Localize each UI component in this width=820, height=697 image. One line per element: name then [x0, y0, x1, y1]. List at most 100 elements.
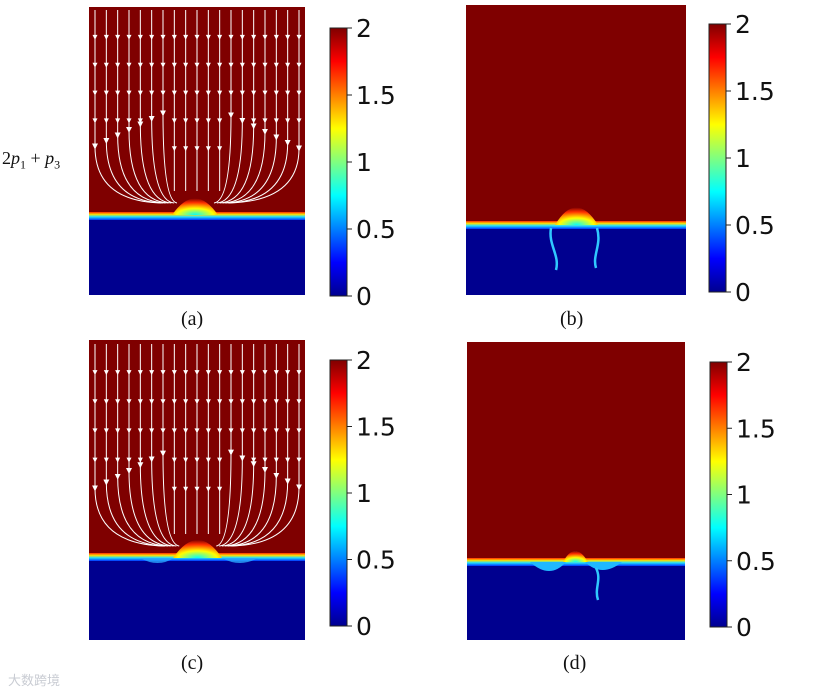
streamline-arrowhead — [126, 428, 132, 434]
finger — [549, 227, 559, 271]
streamline-arrowhead — [273, 62, 279, 68]
streamline-arrowhead — [251, 457, 257, 463]
streamline-arrowhead — [149, 34, 155, 40]
streamline-arrowhead — [115, 428, 121, 434]
streamline-arrowhead — [251, 62, 257, 68]
streamline-arrowhead — [126, 62, 132, 68]
streamline-arrowhead — [273, 399, 279, 405]
streamline-arrowhead — [228, 90, 234, 96]
streamline-arrowhead — [262, 428, 268, 434]
streamline-arrowhead — [183, 457, 189, 463]
panel-d — [467, 342, 685, 640]
streamline-arrowhead — [194, 486, 200, 492]
streamline-arrowhead — [194, 34, 200, 40]
streamline-arrowhead — [160, 34, 166, 40]
streamline-arrowhead — [273, 90, 279, 96]
streamline-arrowhead — [251, 370, 257, 376]
streamline-arrowhead — [115, 118, 121, 124]
streamline-arrowhead — [251, 90, 257, 96]
streamline-arrowhead — [205, 146, 211, 152]
streamline-arrowhead — [217, 399, 223, 405]
streamline-arrowhead — [194, 90, 200, 96]
streamline-arrowhead — [273, 118, 279, 124]
streamline — [230, 344, 291, 547]
streamline-arrowhead — [92, 62, 98, 68]
streamlines — [91, 344, 303, 547]
streamline-arrowhead — [183, 486, 189, 492]
colorbar-tick-label: 2 — [356, 14, 372, 43]
colorbar-tick-label: 1.5 — [356, 413, 396, 442]
streamline — [221, 344, 257, 547]
streamline-arrowhead — [183, 399, 189, 405]
streamline-arrowhead — [137, 370, 143, 376]
streamline-arrowhead — [92, 34, 98, 40]
streamline — [91, 10, 162, 204]
caption-c: (c) — [181, 652, 204, 674]
streamline-arrowhead — [251, 34, 257, 40]
streamline — [159, 10, 178, 204]
streamline-arrowhead — [149, 399, 155, 405]
panel-a — [89, 7, 305, 295]
streamline-arrowhead — [149, 90, 155, 96]
streamline-arrowhead — [239, 428, 245, 434]
colorbar-a — [329, 27, 348, 297]
streamline — [216, 10, 246, 204]
streamline-arrowhead — [160, 62, 166, 68]
streamline — [103, 10, 163, 204]
streamline-arrowhead — [137, 457, 143, 463]
streamline-arrowhead — [228, 34, 234, 40]
streamline-arrowhead — [205, 370, 211, 376]
streamline-arrowhead — [205, 34, 211, 40]
streamline-arrowhead — [183, 90, 189, 96]
streamline-arrowhead — [194, 399, 200, 405]
streamline-arrowhead — [285, 90, 291, 96]
caption-d: (d) — [563, 652, 587, 674]
streamline — [213, 10, 235, 204]
streamline-arrowhead — [115, 399, 121, 405]
colorbar-tick-label: 2 — [736, 348, 752, 377]
streamline-arrowhead — [171, 486, 177, 492]
streamline-arrowhead — [103, 428, 109, 434]
streamline-arrowhead — [217, 62, 223, 68]
streamline-arrowhead — [160, 428, 166, 434]
finger — [594, 567, 600, 601]
streamline-arrowhead — [273, 370, 279, 376]
streamline-arrowhead — [194, 457, 200, 463]
colorbar-tick-label: 0 — [356, 282, 372, 311]
row-label: 2p1 + p3 — [2, 148, 61, 172]
streamline-arrowhead — [115, 457, 121, 463]
streamline-arrowhead — [92, 370, 98, 376]
streamline — [148, 344, 177, 547]
streamline-arrowhead — [217, 370, 223, 376]
streamline-arrowhead — [262, 62, 268, 68]
streamline-arrowhead — [285, 118, 291, 124]
colorbar-tick-label: 2 — [356, 346, 372, 375]
streamline-arrowhead — [137, 118, 143, 124]
streamline-arrowhead — [103, 34, 109, 40]
droplet-bump — [173, 540, 222, 558]
streamline-arrowhead — [103, 370, 109, 376]
streamline-arrowhead — [296, 118, 302, 124]
streamline-arrowhead — [217, 428, 223, 434]
colorbar-d — [709, 361, 728, 628]
streamline-arrowhead — [217, 90, 223, 96]
streamline-arrowhead — [160, 370, 166, 376]
streamline-arrowhead — [194, 146, 200, 152]
streamline-arrowhead — [239, 90, 245, 96]
streamline-arrowhead — [137, 428, 143, 434]
colorbar-tick-label: 1 — [735, 144, 751, 173]
streamline-arrowhead — [239, 370, 245, 376]
streamline — [224, 344, 269, 547]
streamline-arrowhead — [171, 370, 177, 376]
streamline-arrowhead — [137, 34, 143, 40]
streamline — [148, 10, 175, 204]
streamline-arrowhead — [285, 457, 291, 463]
streamline-arrowhead — [149, 62, 155, 68]
streamline-arrowhead — [205, 62, 211, 68]
streamline-arrowhead — [183, 62, 189, 68]
streamline — [114, 10, 166, 204]
streamline — [137, 344, 174, 547]
streamline-arrowhead — [296, 457, 302, 463]
streamline-arrowhead — [296, 428, 302, 434]
colorbar-c — [329, 359, 348, 627]
